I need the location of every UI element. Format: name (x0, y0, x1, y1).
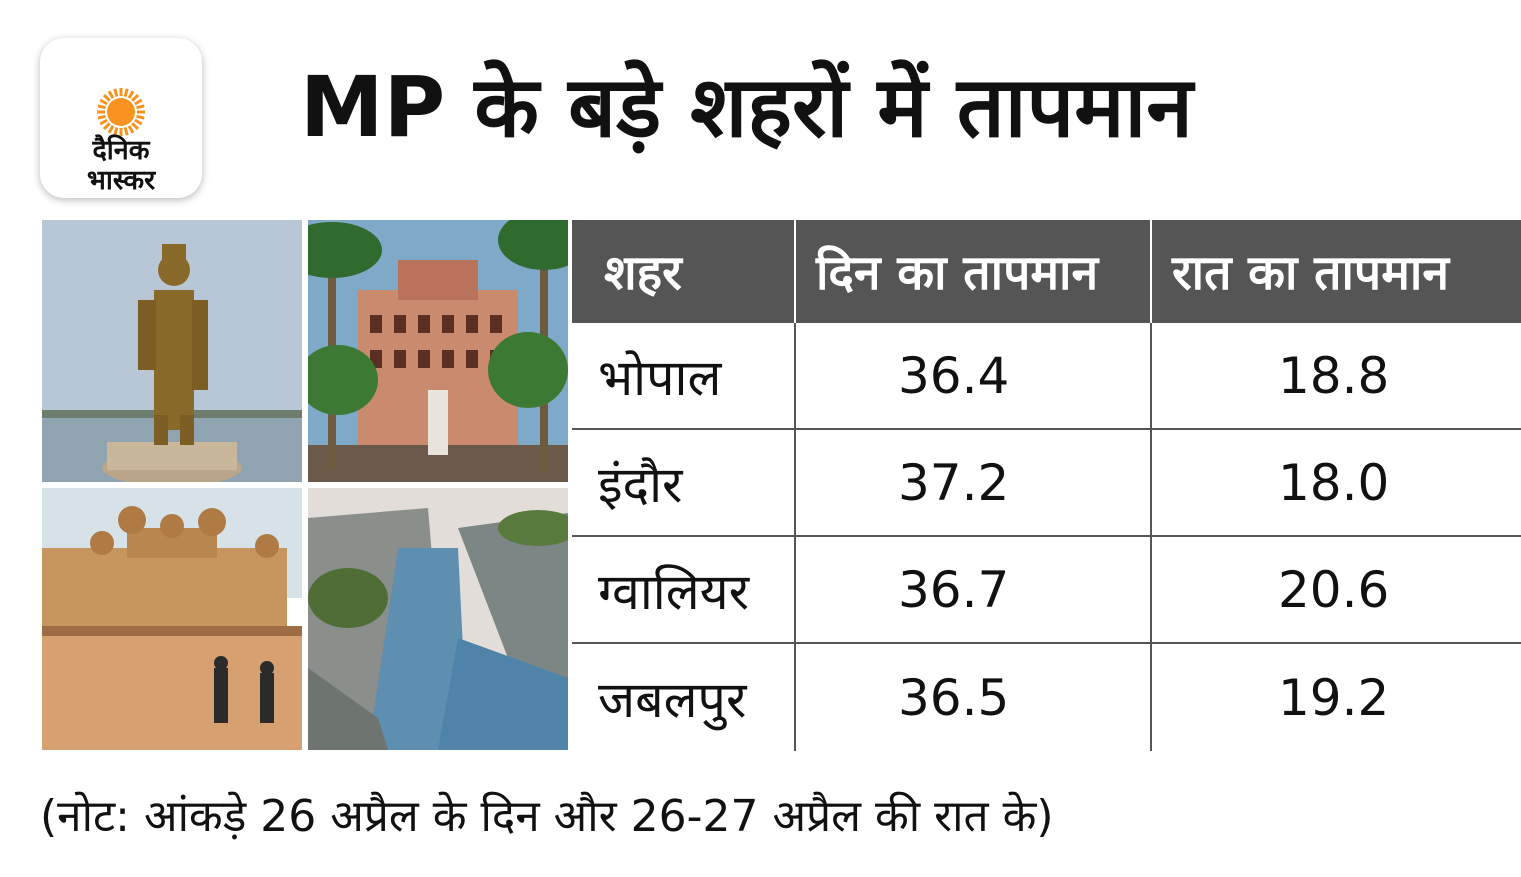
night-temp-cell: 18.0 (1278, 453, 1390, 512)
river-gorge-photo (308, 488, 568, 750)
column-header-city: शहर (572, 220, 796, 323)
night-temp-cell: 20.6 (1278, 560, 1390, 619)
table-row: जबलपुर 36.5 19.2 (572, 644, 1521, 751)
sun-ray (107, 125, 115, 134)
sun-ray (97, 114, 106, 120)
night-temp-cell: 18.8 (1278, 346, 1390, 405)
temperature-table: शहर दिन का तापमान रात का तापमान भोपाल 36… (572, 220, 1521, 751)
city-cell: ग्वालियर (572, 537, 796, 642)
sun-ray (107, 90, 115, 99)
sun-ray (136, 114, 145, 120)
column-header-night-temp: रात का तापमान (1172, 245, 1449, 301)
sun-icon (97, 88, 145, 136)
night-temp-cell: 19.2 (1278, 668, 1390, 727)
sun-ray (131, 122, 140, 131)
day-temp-cell: 36.4 (796, 323, 1152, 428)
sun-ray (136, 104, 145, 110)
day-temp-cell: 36.5 (796, 644, 1152, 751)
table-row: भोपाल 36.4 18.8 (572, 323, 1521, 430)
statue-photo (42, 220, 302, 482)
page-title: MP के बड़े शहरों में तापमान (300, 58, 1193, 156)
logo-text-line1: दैनिक (92, 135, 150, 166)
sun-ray (99, 98, 108, 106)
dainik-bhaskar-logo: दैनिक भास्कर (40, 38, 202, 198)
table-row: इंदौर 37.2 18.0 (572, 430, 1521, 537)
city-cell: भोपाल (572, 323, 796, 428)
city-cell: इंदौर (572, 430, 796, 535)
table-row: ग्वालियर 36.7 20.6 (572, 537, 1521, 644)
sun-ray (99, 118, 108, 126)
photo-collage (42, 220, 572, 750)
column-header-day-temp: दिन का तापमान (796, 220, 1152, 323)
sun-ray (123, 88, 129, 97)
sun-ray (113, 127, 119, 136)
sun-ray (127, 125, 135, 134)
sun-ray (97, 104, 106, 110)
table-header: शहर दिन का तापमान रात का तापमान (572, 220, 1521, 323)
city-cell: जबलपुर (572, 644, 796, 751)
footnote: (नोट: आंकड़े 26 अप्रैल के दिन और 26-27 अ… (40, 791, 1054, 842)
sun-ray (102, 122, 111, 131)
sun-ray (134, 118, 143, 126)
day-temp-cell: 37.2 (796, 430, 1152, 535)
sun-ray (123, 127, 129, 136)
sun-ray (127, 90, 135, 99)
palace-photo (308, 220, 568, 482)
sun-ray (131, 93, 140, 102)
sun-ray (102, 93, 111, 102)
sun-ray (113, 88, 119, 97)
fort-photo (42, 488, 302, 750)
day-temp-cell: 36.7 (796, 537, 1152, 642)
sun-ray (134, 98, 143, 106)
logo-text-line2: भास्कर (86, 165, 156, 196)
